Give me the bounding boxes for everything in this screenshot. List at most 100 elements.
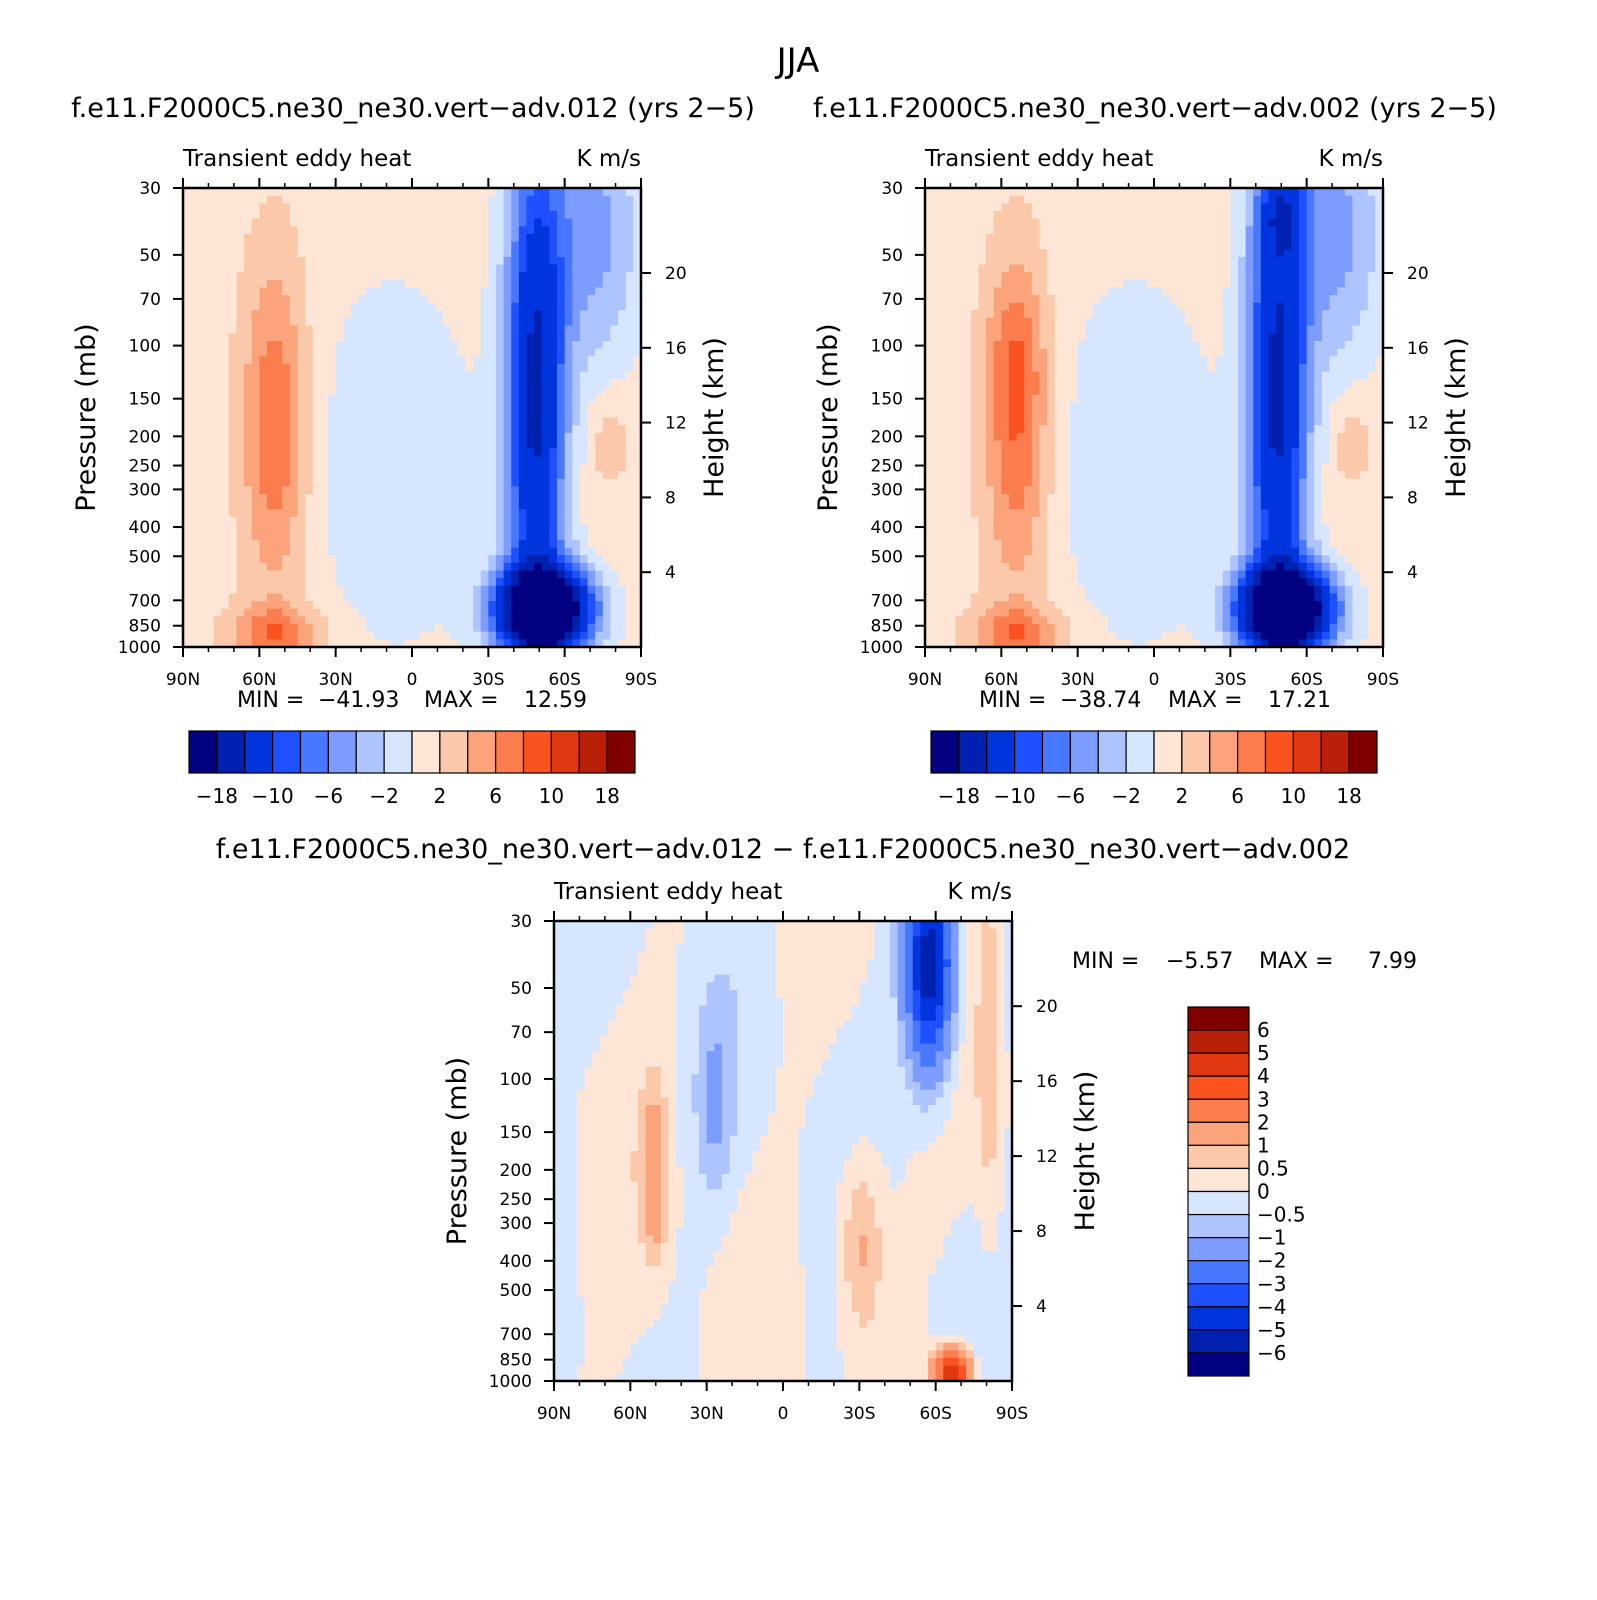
field-cell bbox=[1062, 547, 1071, 556]
field-cell bbox=[244, 539, 253, 549]
field-cell bbox=[495, 249, 505, 258]
field-cell bbox=[450, 608, 459, 617]
field-cell bbox=[511, 325, 520, 334]
field-cell bbox=[1031, 386, 1041, 396]
field-cell bbox=[480, 616, 489, 625]
field-cell bbox=[963, 478, 972, 487]
field-cell bbox=[1077, 341, 1086, 350]
field-cell bbox=[557, 256, 566, 266]
field-cell bbox=[419, 417, 428, 426]
field-cell bbox=[442, 356, 451, 365]
field-cell bbox=[282, 379, 291, 388]
field-cell bbox=[465, 386, 474, 396]
field-cell bbox=[1008, 639, 1018, 648]
field-cell bbox=[986, 402, 995, 411]
field-cell bbox=[427, 371, 436, 380]
field-cell bbox=[358, 363, 367, 373]
contour-fill bbox=[925, 188, 1384, 648]
field-cell bbox=[404, 624, 413, 633]
field-cell bbox=[1039, 616, 1048, 625]
field-cell bbox=[541, 302, 550, 311]
field-cell bbox=[602, 562, 612, 572]
field-cell bbox=[244, 516, 253, 526]
field-cell bbox=[595, 272, 604, 281]
field-cell bbox=[518, 379, 528, 388]
field-cell bbox=[970, 210, 980, 220]
field-cell bbox=[518, 188, 528, 197]
field-cell bbox=[557, 562, 566, 572]
field-cell bbox=[1054, 318, 1063, 327]
field-cell bbox=[1047, 302, 1056, 311]
field-cell bbox=[564, 272, 573, 281]
field-cell bbox=[221, 402, 230, 411]
field-cell bbox=[343, 348, 352, 357]
field-cell bbox=[373, 402, 383, 411]
field-cell bbox=[625, 524, 634, 533]
field-cell bbox=[602, 639, 612, 648]
field-cell bbox=[244, 432, 253, 442]
field-cell bbox=[633, 264, 642, 273]
field-cell bbox=[221, 295, 230, 304]
field-cell bbox=[925, 524, 934, 533]
field-cell bbox=[473, 341, 482, 350]
field-cell bbox=[343, 210, 352, 220]
field-cell bbox=[495, 608, 505, 617]
field-cell bbox=[557, 448, 566, 457]
field-cell bbox=[488, 425, 497, 434]
field-cell bbox=[350, 478, 360, 487]
field-cell bbox=[350, 256, 360, 266]
field-cell bbox=[404, 272, 413, 281]
field-cell bbox=[1031, 425, 1041, 434]
field-cell bbox=[986, 486, 995, 495]
field-cell bbox=[564, 417, 573, 426]
field-cell bbox=[579, 272, 589, 281]
field-cell bbox=[412, 494, 421, 503]
field-cell bbox=[1070, 516, 1079, 526]
field-cell bbox=[381, 379, 390, 388]
field-cell bbox=[1024, 295, 1033, 304]
field-cell bbox=[1062, 210, 1071, 220]
field-cell bbox=[366, 226, 375, 235]
field-cell bbox=[312, 509, 321, 518]
field-cell bbox=[618, 532, 627, 541]
field-cell bbox=[289, 394, 299, 403]
field-cell bbox=[381, 188, 390, 197]
field-cell bbox=[205, 555, 215, 564]
field-cell bbox=[1008, 264, 1018, 273]
field-cell bbox=[1008, 356, 1018, 365]
field-cell bbox=[572, 570, 581, 579]
field-cell bbox=[572, 402, 581, 411]
field-cell bbox=[1047, 570, 1056, 579]
field-cell bbox=[518, 272, 528, 281]
field-cell bbox=[940, 494, 949, 503]
field-cell bbox=[205, 570, 215, 579]
field-cell bbox=[1024, 371, 1033, 380]
field-cell bbox=[297, 501, 306, 510]
field-cell bbox=[213, 578, 222, 587]
field-cell bbox=[251, 325, 260, 334]
field-cell bbox=[274, 386, 283, 396]
field-cell bbox=[236, 463, 245, 472]
field-cell bbox=[473, 264, 482, 273]
field-cell bbox=[404, 402, 413, 411]
field-cell bbox=[993, 402, 1002, 411]
field-cell bbox=[251, 302, 260, 311]
field-cell bbox=[366, 218, 375, 227]
field-cell bbox=[602, 325, 612, 334]
field-cell bbox=[526, 363, 535, 373]
field-cell bbox=[228, 233, 238, 243]
field-cell bbox=[335, 639, 344, 648]
field-cell bbox=[1001, 333, 1010, 342]
field-cell bbox=[427, 302, 436, 311]
field-cell bbox=[282, 463, 291, 472]
field-cell bbox=[289, 210, 299, 220]
field-cell bbox=[244, 249, 253, 258]
field-cell bbox=[412, 631, 421, 640]
field-cell bbox=[1070, 371, 1079, 380]
field-cell bbox=[442, 448, 451, 457]
field-cell bbox=[244, 203, 253, 212]
field-cell bbox=[1001, 494, 1010, 503]
field-cell bbox=[389, 195, 398, 204]
field-cell bbox=[442, 279, 451, 289]
field-cell bbox=[419, 494, 428, 503]
